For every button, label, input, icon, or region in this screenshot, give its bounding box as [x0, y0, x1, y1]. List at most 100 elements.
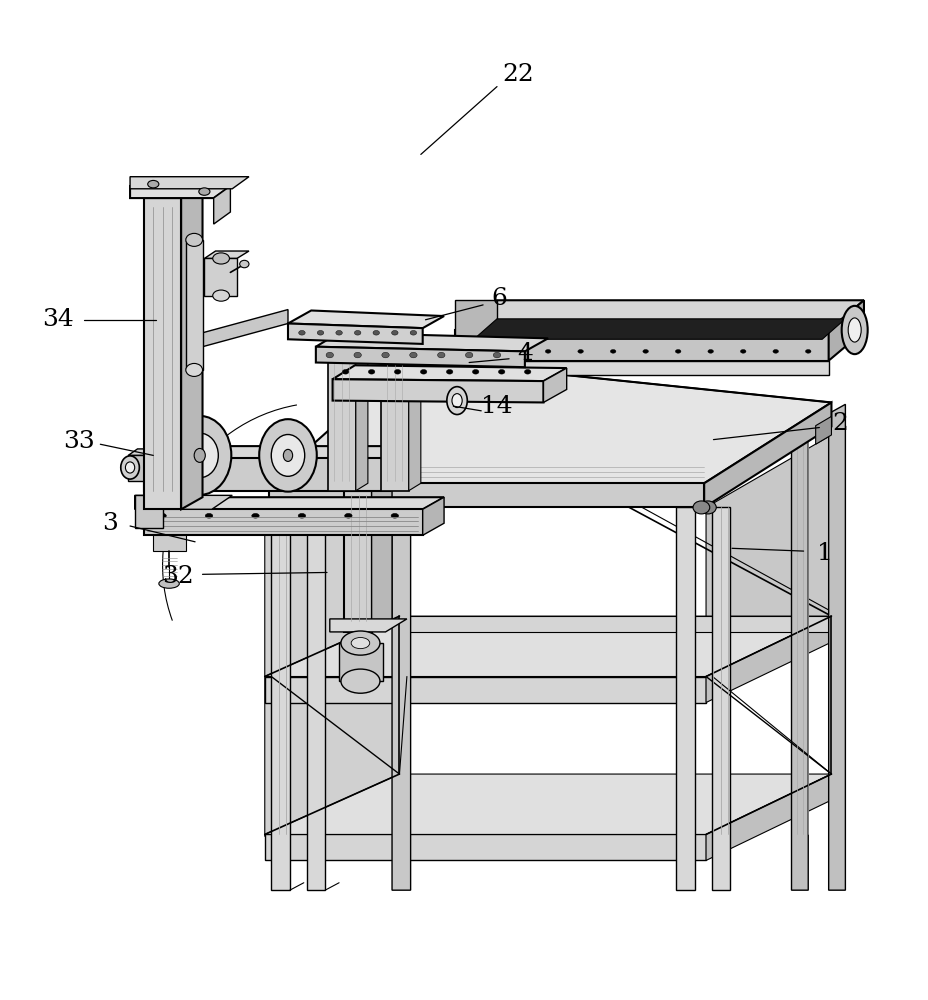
Polygon shape	[144, 458, 390, 491]
Ellipse shape	[159, 579, 179, 588]
Polygon shape	[204, 258, 237, 296]
Ellipse shape	[351, 637, 369, 649]
Polygon shape	[271, 507, 290, 890]
Ellipse shape	[344, 513, 352, 518]
Polygon shape	[329, 619, 406, 632]
Polygon shape	[135, 495, 162, 528]
Polygon shape	[399, 616, 831, 632]
Ellipse shape	[159, 513, 166, 518]
Ellipse shape	[642, 350, 648, 353]
Ellipse shape	[577, 350, 583, 353]
Polygon shape	[343, 491, 371, 632]
Ellipse shape	[168, 416, 231, 495]
Ellipse shape	[707, 350, 713, 353]
Polygon shape	[264, 834, 705, 860]
Ellipse shape	[213, 290, 229, 301]
Ellipse shape	[335, 330, 342, 335]
Polygon shape	[455, 300, 496, 375]
Polygon shape	[705, 774, 831, 860]
Polygon shape	[202, 310, 288, 347]
Polygon shape	[135, 495, 232, 509]
Ellipse shape	[259, 419, 316, 492]
Ellipse shape	[121, 456, 139, 479]
Polygon shape	[269, 483, 703, 507]
Polygon shape	[213, 186, 230, 224]
Polygon shape	[128, 455, 153, 481]
Polygon shape	[791, 417, 807, 890]
Polygon shape	[455, 330, 828, 361]
Polygon shape	[422, 497, 444, 535]
Ellipse shape	[381, 352, 389, 358]
Polygon shape	[264, 435, 399, 836]
Polygon shape	[288, 310, 444, 328]
Polygon shape	[264, 616, 831, 677]
Ellipse shape	[391, 330, 397, 335]
Ellipse shape	[699, 501, 715, 514]
Polygon shape	[828, 300, 863, 361]
Text: 14: 14	[481, 395, 512, 418]
Polygon shape	[332, 365, 566, 381]
Polygon shape	[269, 359, 831, 483]
Ellipse shape	[373, 330, 380, 335]
Polygon shape	[705, 616, 831, 703]
Text: 3: 3	[101, 512, 118, 535]
Ellipse shape	[841, 306, 867, 354]
Text: 33: 33	[63, 430, 95, 453]
Ellipse shape	[420, 369, 427, 374]
Ellipse shape	[326, 352, 333, 358]
Polygon shape	[455, 361, 828, 375]
Ellipse shape	[805, 350, 810, 353]
Ellipse shape	[545, 350, 550, 353]
Polygon shape	[380, 344, 408, 491]
Polygon shape	[316, 347, 524, 367]
Polygon shape	[355, 336, 367, 491]
Ellipse shape	[354, 330, 360, 335]
Polygon shape	[181, 186, 202, 509]
Ellipse shape	[437, 352, 445, 358]
Polygon shape	[316, 333, 548, 351]
Ellipse shape	[610, 350, 615, 353]
Ellipse shape	[283, 449, 292, 461]
Polygon shape	[204, 251, 249, 258]
Polygon shape	[144, 497, 444, 509]
Polygon shape	[711, 507, 729, 890]
Polygon shape	[543, 368, 566, 402]
Ellipse shape	[512, 350, 518, 353]
Polygon shape	[705, 435, 831, 677]
Ellipse shape	[498, 369, 505, 374]
Ellipse shape	[394, 369, 401, 374]
Polygon shape	[130, 177, 249, 189]
Text: 22: 22	[502, 63, 534, 86]
Ellipse shape	[194, 448, 205, 462]
Ellipse shape	[316, 330, 323, 335]
Ellipse shape	[342, 369, 349, 374]
Ellipse shape	[409, 352, 417, 358]
Polygon shape	[828, 404, 844, 890]
Ellipse shape	[186, 233, 202, 246]
Ellipse shape	[740, 350, 745, 353]
Polygon shape	[676, 507, 694, 890]
Ellipse shape	[480, 350, 485, 353]
Polygon shape	[264, 677, 705, 703]
Polygon shape	[332, 379, 543, 402]
Ellipse shape	[524, 369, 531, 374]
Ellipse shape	[148, 180, 159, 188]
Ellipse shape	[251, 513, 259, 518]
Ellipse shape	[125, 462, 135, 473]
Ellipse shape	[391, 513, 398, 518]
Polygon shape	[153, 535, 186, 551]
Ellipse shape	[465, 352, 472, 358]
Polygon shape	[455, 330, 496, 407]
Ellipse shape	[493, 352, 500, 358]
Ellipse shape	[341, 669, 380, 693]
Polygon shape	[392, 375, 410, 890]
Ellipse shape	[446, 369, 453, 374]
Text: 2: 2	[831, 412, 848, 435]
Ellipse shape	[451, 394, 462, 408]
Polygon shape	[390, 446, 413, 491]
Polygon shape	[186, 240, 202, 370]
Polygon shape	[144, 198, 181, 509]
Polygon shape	[339, 643, 382, 681]
Ellipse shape	[199, 188, 210, 195]
Text: 34: 34	[42, 308, 73, 331]
